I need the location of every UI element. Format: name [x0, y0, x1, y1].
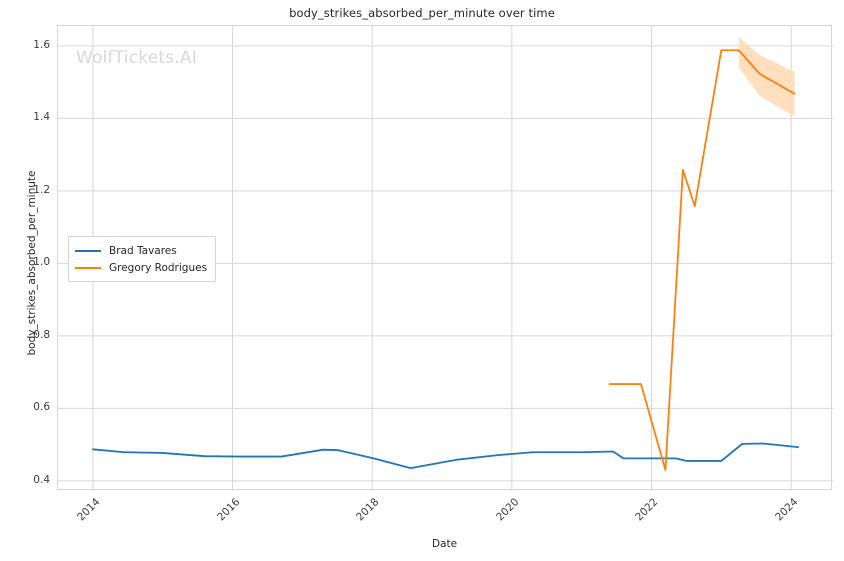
legend-color-swatch	[75, 249, 101, 252]
y-tick-label: 1.4	[33, 111, 50, 124]
y-gridlines	[58, 45, 833, 482]
series-line-2	[608, 49, 796, 471]
series-lines	[92, 49, 799, 471]
legend-item-1[interactable]: Brad Tavares	[75, 242, 207, 259]
y-axis-label: body_strikes_absorbed_per_minute	[26, 170, 38, 356]
legend-label: Gregory Rodrigues	[109, 261, 208, 274]
y-tick-label: 0.8	[33, 328, 50, 341]
x-axis-label: Date	[431, 538, 458, 550]
confidence-band-area	[738, 36, 795, 117]
y-tick-label: 1.6	[33, 38, 50, 51]
legend-item-2[interactable]: Gregory Rodrigues	[75, 259, 207, 276]
y-tick-label: 0.6	[33, 401, 50, 414]
legend-color-swatch	[75, 266, 101, 269]
chart-title: body_strikes_absorbed_per_minute over ti…	[289, 6, 555, 20]
legend-label: Brad Tavares	[109, 244, 177, 257]
y-tick-label: 0.4	[33, 473, 50, 486]
series-line-1	[92, 442, 799, 470]
chart-legend: Brad Tavares Gregory Rodrigues	[68, 236, 217, 282]
y-tick-label: 1.0	[33, 256, 50, 269]
confidence-band	[738, 36, 795, 117]
y-tick-label: 1.2	[33, 183, 50, 196]
